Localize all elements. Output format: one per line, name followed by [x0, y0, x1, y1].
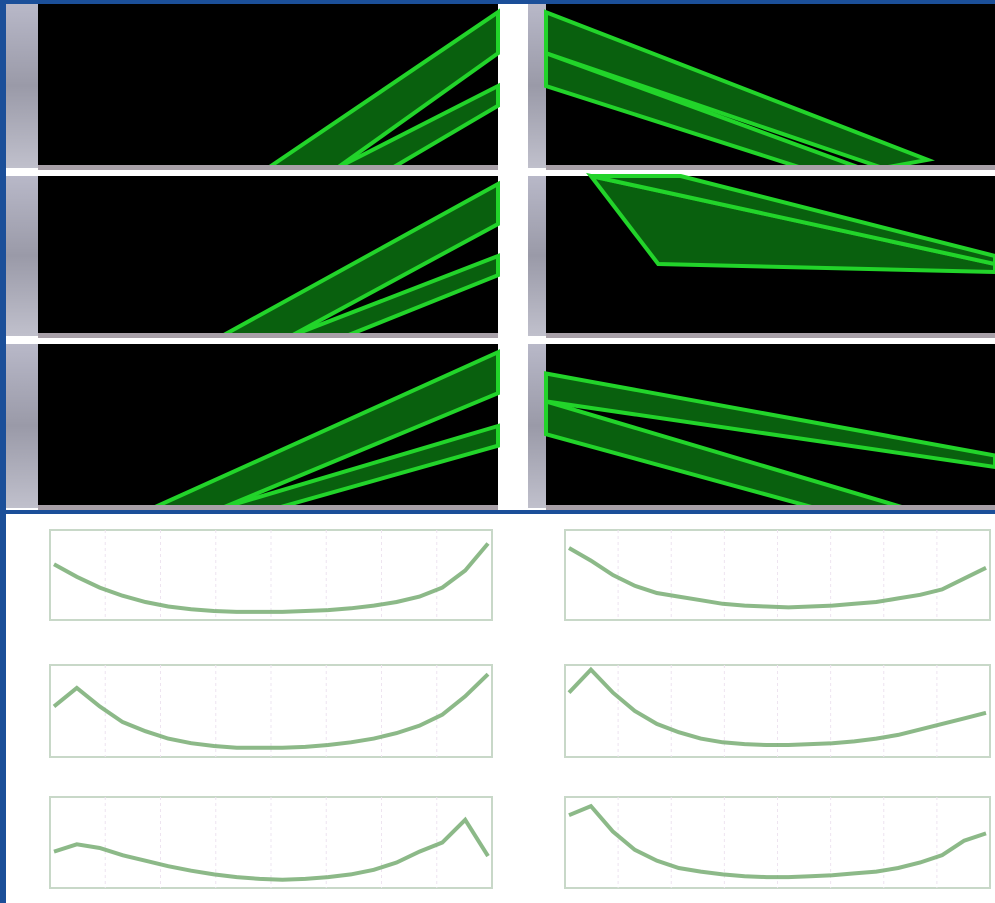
- side-strip: [528, 4, 546, 168]
- side-strip: [528, 344, 546, 508]
- divider: [38, 165, 498, 170]
- line-plot: [565, 665, 990, 757]
- side-strip: [6, 344, 38, 508]
- line-plot: [50, 665, 492, 757]
- waterfall-views: [6, 4, 995, 510]
- side-strip: [528, 176, 546, 336]
- divider: [38, 333, 498, 338]
- page: (() => { const data = JSON.parse(documen…: [0, 0, 995, 903]
- divider: [546, 333, 995, 338]
- frame-edge: [0, 514, 6, 903]
- line-plot: [565, 530, 990, 620]
- line-plot: [565, 797, 990, 888]
- screen: [0, 0, 995, 903]
- divider: [546, 165, 995, 170]
- side-strip: [6, 4, 38, 168]
- divider: [546, 505, 995, 510]
- side-strip: [6, 176, 38, 336]
- line-plot: [50, 530, 492, 620]
- line-plot: [50, 797, 492, 888]
- divider: [38, 505, 498, 510]
